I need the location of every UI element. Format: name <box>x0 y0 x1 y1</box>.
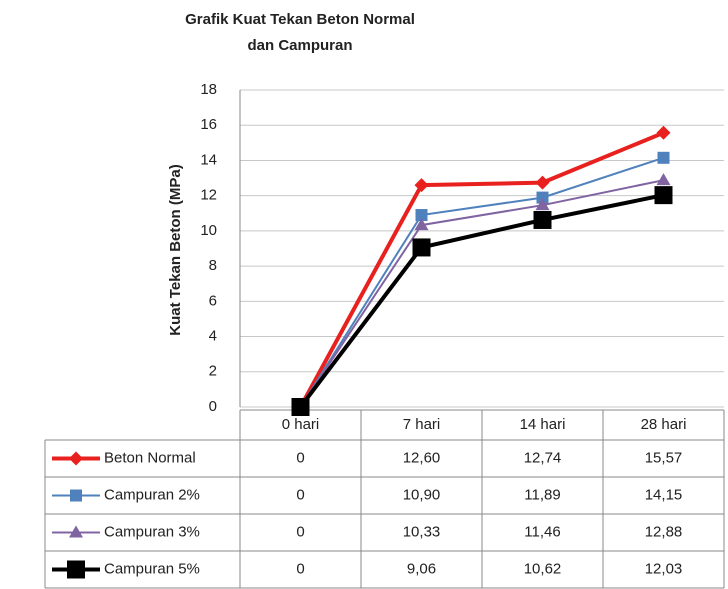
marker <box>654 186 673 205</box>
series-line <box>298 193 664 409</box>
table-cell: 10,33 <box>403 523 441 540</box>
y-tick-label: 6 <box>209 292 217 309</box>
chart-title: dan Campuran <box>247 37 352 54</box>
marker <box>657 151 670 164</box>
series-line <box>299 179 664 408</box>
marker <box>67 560 85 579</box>
table-cell: 11,89 <box>524 486 560 503</box>
table-cell: 12,03 <box>645 560 683 577</box>
series-line <box>299 156 664 408</box>
marker <box>414 218 429 231</box>
table-cell: 12,60 <box>403 449 441 466</box>
y-axis-label: Kuat Tekan Beton (MPa) <box>167 164 184 335</box>
marker <box>656 173 671 186</box>
marker <box>291 398 310 416</box>
marker <box>535 198 550 211</box>
marker <box>412 238 431 257</box>
series-line <box>298 130 665 408</box>
marker <box>533 210 552 229</box>
x-tick-label: 7 hari <box>403 416 441 433</box>
legend-label: Beton Normal <box>104 449 196 466</box>
chart-title: Grafik Kuat Tekan Beton Normal <box>185 11 415 28</box>
table-cell: 0 <box>296 560 304 577</box>
y-tick-label: 4 <box>209 328 217 345</box>
table-cell: 10,90 <box>403 486 441 503</box>
marker <box>69 451 83 466</box>
marker <box>415 209 428 222</box>
marker <box>656 125 671 140</box>
x-tick-label: 28 hari <box>641 416 687 433</box>
y-tick-label: 10 <box>200 222 217 239</box>
legend-label: Campuran 2% <box>104 486 200 503</box>
y-tick-label: 14 <box>200 151 217 168</box>
table-cell: 9,06 <box>407 560 436 577</box>
marker <box>535 175 550 190</box>
x-tick-label: 14 hari <box>520 416 566 433</box>
marker <box>70 489 82 502</box>
marker <box>536 191 549 204</box>
table-cell: 15,57 <box>645 449 683 466</box>
table-cell: 12,74 <box>524 449 562 466</box>
table-cell: 10,62 <box>524 560 562 577</box>
legend-label: Campuran 5% <box>104 560 200 577</box>
legend-label: Campuran 3% <box>104 523 200 540</box>
marker <box>414 178 429 193</box>
table-cell: 0 <box>296 449 304 466</box>
y-tick-label: 18 <box>200 81 217 98</box>
y-tick-label: 8 <box>209 257 217 274</box>
y-tick-label: 0 <box>209 398 217 415</box>
table-cell: 14,15 <box>645 486 683 503</box>
x-tick-label: 0 hari <box>282 416 320 433</box>
y-tick-label: 12 <box>200 187 217 204</box>
table-cell: 12,88 <box>645 523 683 540</box>
y-tick-label: 16 <box>200 116 217 133</box>
table-cell: 0 <box>296 486 304 503</box>
y-tick-label: 2 <box>209 363 217 380</box>
table-cell: 0 <box>296 523 304 540</box>
table-cell: 11,46 <box>524 523 560 540</box>
marker <box>69 525 83 538</box>
